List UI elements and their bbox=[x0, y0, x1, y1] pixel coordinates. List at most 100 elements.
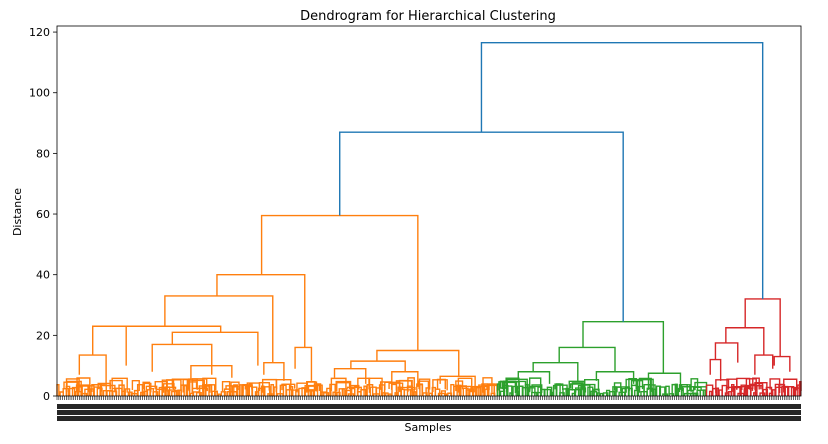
cluster3-link-2 bbox=[714, 342, 739, 363]
leaf-link bbox=[246, 382, 261, 392]
leaf-link bbox=[708, 390, 713, 396]
leaf-link bbox=[413, 391, 417, 396]
dendrogram-links bbox=[56, 41, 802, 396]
leaf-link bbox=[509, 392, 513, 396]
y-tick-label-40: 40 bbox=[36, 269, 50, 282]
leaf-link bbox=[332, 391, 338, 396]
leaf-link bbox=[225, 385, 238, 390]
leaf-link bbox=[221, 380, 231, 392]
leaf-link bbox=[326, 387, 332, 396]
leaf-link bbox=[363, 385, 367, 396]
leaf-link bbox=[569, 383, 583, 390]
leaf-link bbox=[349, 384, 360, 393]
leaf-link bbox=[419, 383, 424, 396]
y-tick-label-80: 80 bbox=[36, 147, 50, 160]
cluster1-link-4 bbox=[92, 325, 127, 366]
leaf-link bbox=[267, 393, 273, 396]
leaf-link bbox=[665, 385, 670, 396]
leaf-link bbox=[475, 386, 482, 396]
leaf-link bbox=[140, 391, 146, 396]
leaf-link bbox=[678, 384, 691, 393]
leaf-link bbox=[482, 377, 493, 393]
leaf-link bbox=[668, 393, 675, 396]
leaf-link bbox=[329, 383, 336, 396]
leaf-link bbox=[625, 378, 637, 393]
cluster1-link-9 bbox=[263, 361, 285, 381]
leaf-link bbox=[338, 388, 345, 396]
link-merge-orange-green bbox=[339, 131, 624, 322]
chart-title: Dendrogram for Hierarchical Clustering bbox=[300, 9, 556, 24]
leaf-link bbox=[712, 387, 718, 396]
y-tick-label-60: 60 bbox=[36, 208, 50, 221]
leaf-link bbox=[174, 389, 180, 396]
y-axis: 0 20 40 60 80 100 120 bbox=[29, 26, 57, 403]
cluster1-link-12 bbox=[333, 368, 367, 384]
leaf-link bbox=[220, 391, 227, 396]
leaf-link bbox=[436, 378, 446, 390]
cluster3-link-5 bbox=[709, 358, 722, 381]
leaf-link bbox=[531, 384, 543, 393]
leaf-link bbox=[562, 388, 568, 396]
link-root bbox=[480, 41, 764, 299]
leaf-link bbox=[556, 384, 568, 393]
leaf-link bbox=[503, 381, 520, 392]
leaf-link bbox=[759, 392, 766, 396]
leaf-link bbox=[602, 392, 609, 396]
leaf-link bbox=[96, 387, 103, 396]
leaf-link bbox=[702, 389, 707, 396]
cluster2-link-0 bbox=[582, 320, 665, 374]
leaf-link bbox=[152, 391, 159, 396]
leaf-link bbox=[306, 381, 316, 391]
leaf-link bbox=[574, 387, 587, 393]
cluster3-link-0 bbox=[744, 298, 781, 357]
leaf-link bbox=[769, 378, 781, 393]
leaf-link bbox=[230, 381, 240, 392]
y-tick-label-0: 0 bbox=[43, 390, 50, 403]
leaf-link bbox=[630, 380, 644, 392]
leaf-link bbox=[659, 386, 666, 396]
leaf-labels bbox=[56, 396, 801, 421]
leaf-link bbox=[732, 386, 749, 392]
leaf-link bbox=[790, 386, 797, 396]
leaf-link bbox=[281, 383, 296, 391]
leaf-link bbox=[385, 392, 389, 396]
leaf-link bbox=[571, 382, 584, 391]
leaf-link bbox=[771, 389, 776, 396]
leaf-link bbox=[515, 380, 527, 393]
leaf-link bbox=[66, 380, 82, 392]
leaf-label-strip bbox=[57, 404, 801, 409]
leaf-link bbox=[596, 392, 600, 396]
cluster3-link-3 bbox=[754, 354, 774, 375]
leaf-link bbox=[765, 386, 773, 396]
leaf-link bbox=[752, 377, 760, 390]
leaf-link bbox=[529, 385, 542, 393]
leaf-link bbox=[407, 377, 415, 393]
cluster1-link-0 bbox=[260, 214, 419, 351]
cluster2-link-6 bbox=[506, 378, 528, 389]
leaf-link bbox=[690, 378, 699, 392]
cluster2-link-5 bbox=[647, 372, 682, 390]
leaf-link bbox=[388, 382, 404, 390]
leaf-link bbox=[636, 378, 652, 392]
leaf-link bbox=[787, 385, 795, 396]
leaf-link bbox=[395, 380, 413, 391]
y-tick-label-120: 120 bbox=[29, 26, 50, 39]
leaf-link bbox=[214, 390, 218, 396]
cluster1-link-7 bbox=[294, 346, 313, 381]
cluster2-link-2 bbox=[532, 361, 579, 381]
leaf-link bbox=[462, 387, 469, 396]
leaf-link bbox=[498, 387, 509, 391]
cluster3-link-4 bbox=[773, 355, 791, 372]
cluster1-link-13 bbox=[391, 371, 419, 387]
leaf-link bbox=[727, 391, 732, 396]
cluster2-link-4 bbox=[595, 371, 635, 384]
cluster1-link-5 bbox=[171, 331, 259, 366]
leaf-link bbox=[231, 386, 241, 393]
leaf-link bbox=[307, 385, 317, 393]
leaf-link bbox=[145, 385, 158, 391]
leaf-link bbox=[559, 392, 565, 396]
leaf-link bbox=[422, 392, 428, 396]
leaf-link bbox=[381, 392, 386, 396]
leaf-link bbox=[131, 380, 140, 392]
